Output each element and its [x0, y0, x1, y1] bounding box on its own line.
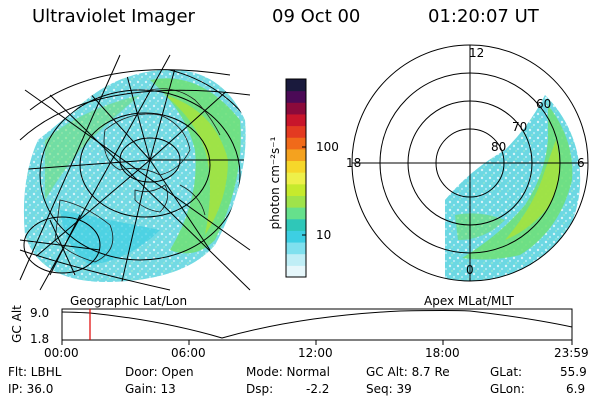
- ip-info: IP: 36.0: [8, 382, 54, 396]
- altitude-xtick-4: 23:59: [554, 346, 589, 360]
- lat-label-60: 60: [536, 97, 552, 111]
- altitude-plot-frame: [61, 308, 573, 341]
- altitude-xtick-3: 18:00: [425, 346, 460, 360]
- colorbar-swatch: [286, 160, 306, 173]
- altitude-x-ticks: [61, 340, 573, 345]
- colorbar-swatch: [286, 242, 306, 255]
- colorbar-swatch: [286, 102, 306, 115]
- time-label: 01:20:07 UT: [428, 6, 539, 27]
- flt-info: Flt: LBHL: [8, 365, 62, 379]
- altitude-ytick-low: 1.8: [30, 332, 50, 346]
- altitude-xtick-0: 00:00: [44, 346, 79, 360]
- mlt-label-0: 0: [466, 263, 474, 277]
- colorbar-swatch: [286, 195, 306, 208]
- colorbar-swatch: [286, 265, 306, 278]
- mode-info: Mode: Normal: [246, 365, 330, 379]
- colorbar-swatch: [286, 183, 306, 196]
- altitude-ytick-high: 9.0: [30, 306, 50, 320]
- altitude-ylabel: GC Alt: [9, 305, 24, 343]
- colorbar-swatch: [286, 253, 306, 266]
- colorbar-frame: [285, 78, 307, 278]
- colorbar-swatch: [286, 90, 306, 103]
- apex-map: [351, 44, 589, 282]
- glat-label: GLat:: [490, 365, 523, 379]
- colorbar-swatch: [286, 230, 306, 243]
- altitude-xtick-2: 12:00: [298, 346, 333, 360]
- gcalt-info: GC Alt: 8.7 Re: [366, 365, 450, 379]
- lat-label-70: 70: [512, 120, 528, 134]
- glon-value: 6.9: [566, 382, 586, 396]
- altitude-xtick-1: 06:00: [171, 346, 206, 360]
- lat-label-80: 80: [491, 140, 507, 154]
- colorbar-swatch: [286, 113, 306, 127]
- map-grid-outer: [19, 54, 251, 291]
- colorbar-tick-100: 100: [316, 140, 339, 154]
- mlt-label-6: 6: [577, 156, 585, 170]
- altitude-plot: [61, 308, 573, 345]
- colorbar-tick-10: 10: [316, 228, 332, 242]
- geographic-map-label: Geographic Lat/Lon: [70, 294, 188, 308]
- dsp-value: -2.2: [306, 382, 330, 396]
- colorbar: [285, 78, 307, 278]
- seq-info: Seq: 39: [366, 382, 412, 396]
- colorbar-swatch: [286, 207, 306, 220]
- apex-map-label: Apex MLat/MLT: [424, 294, 514, 308]
- polar-grid: [351, 44, 589, 282]
- apex-emission: [445, 95, 581, 281]
- colorbar-swatch: [286, 125, 306, 138]
- colorbar-swatch: [286, 79, 306, 92]
- geographic-map: [19, 54, 251, 291]
- colorbar-swatch: [286, 148, 306, 162]
- colorbar-swatch: [286, 172, 306, 185]
- date-label: 09 Oct 00: [272, 6, 361, 27]
- gain-info: Gain: 13: [125, 382, 176, 396]
- glat-value: 55.9: [560, 365, 587, 379]
- glon-label: GLon:: [490, 382, 525, 396]
- dsp-label: Dsp:: [246, 382, 274, 396]
- colorbar-unit-label: photon cm⁻²s⁻¹: [268, 136, 282, 230]
- mlt-label-18: 18: [346, 156, 362, 170]
- colorbar-swatch: [286, 218, 306, 231]
- mlt-label-12: 12: [469, 46, 485, 60]
- instrument-title: Ultraviolet Imager: [32, 6, 195, 27]
- altitude-curve: [61, 310, 573, 339]
- door-info: Door: Open: [125, 365, 194, 379]
- colorbar-swatch: [286, 137, 306, 150]
